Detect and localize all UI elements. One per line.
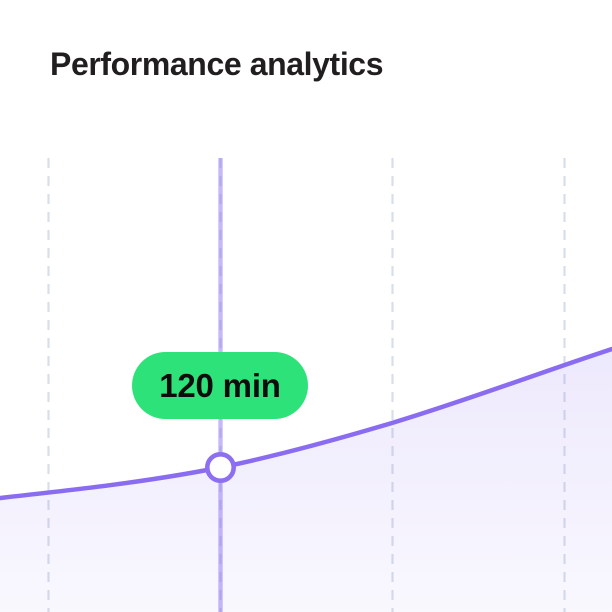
area-fill <box>0 349 612 612</box>
value-badge: 120 min <box>132 352 308 419</box>
page-title: Performance analytics <box>50 46 384 82</box>
value-badge-label: 120 min <box>159 366 281 404</box>
data-point-marker[interactable] <box>205 451 237 483</box>
trend-line <box>0 346 612 501</box>
